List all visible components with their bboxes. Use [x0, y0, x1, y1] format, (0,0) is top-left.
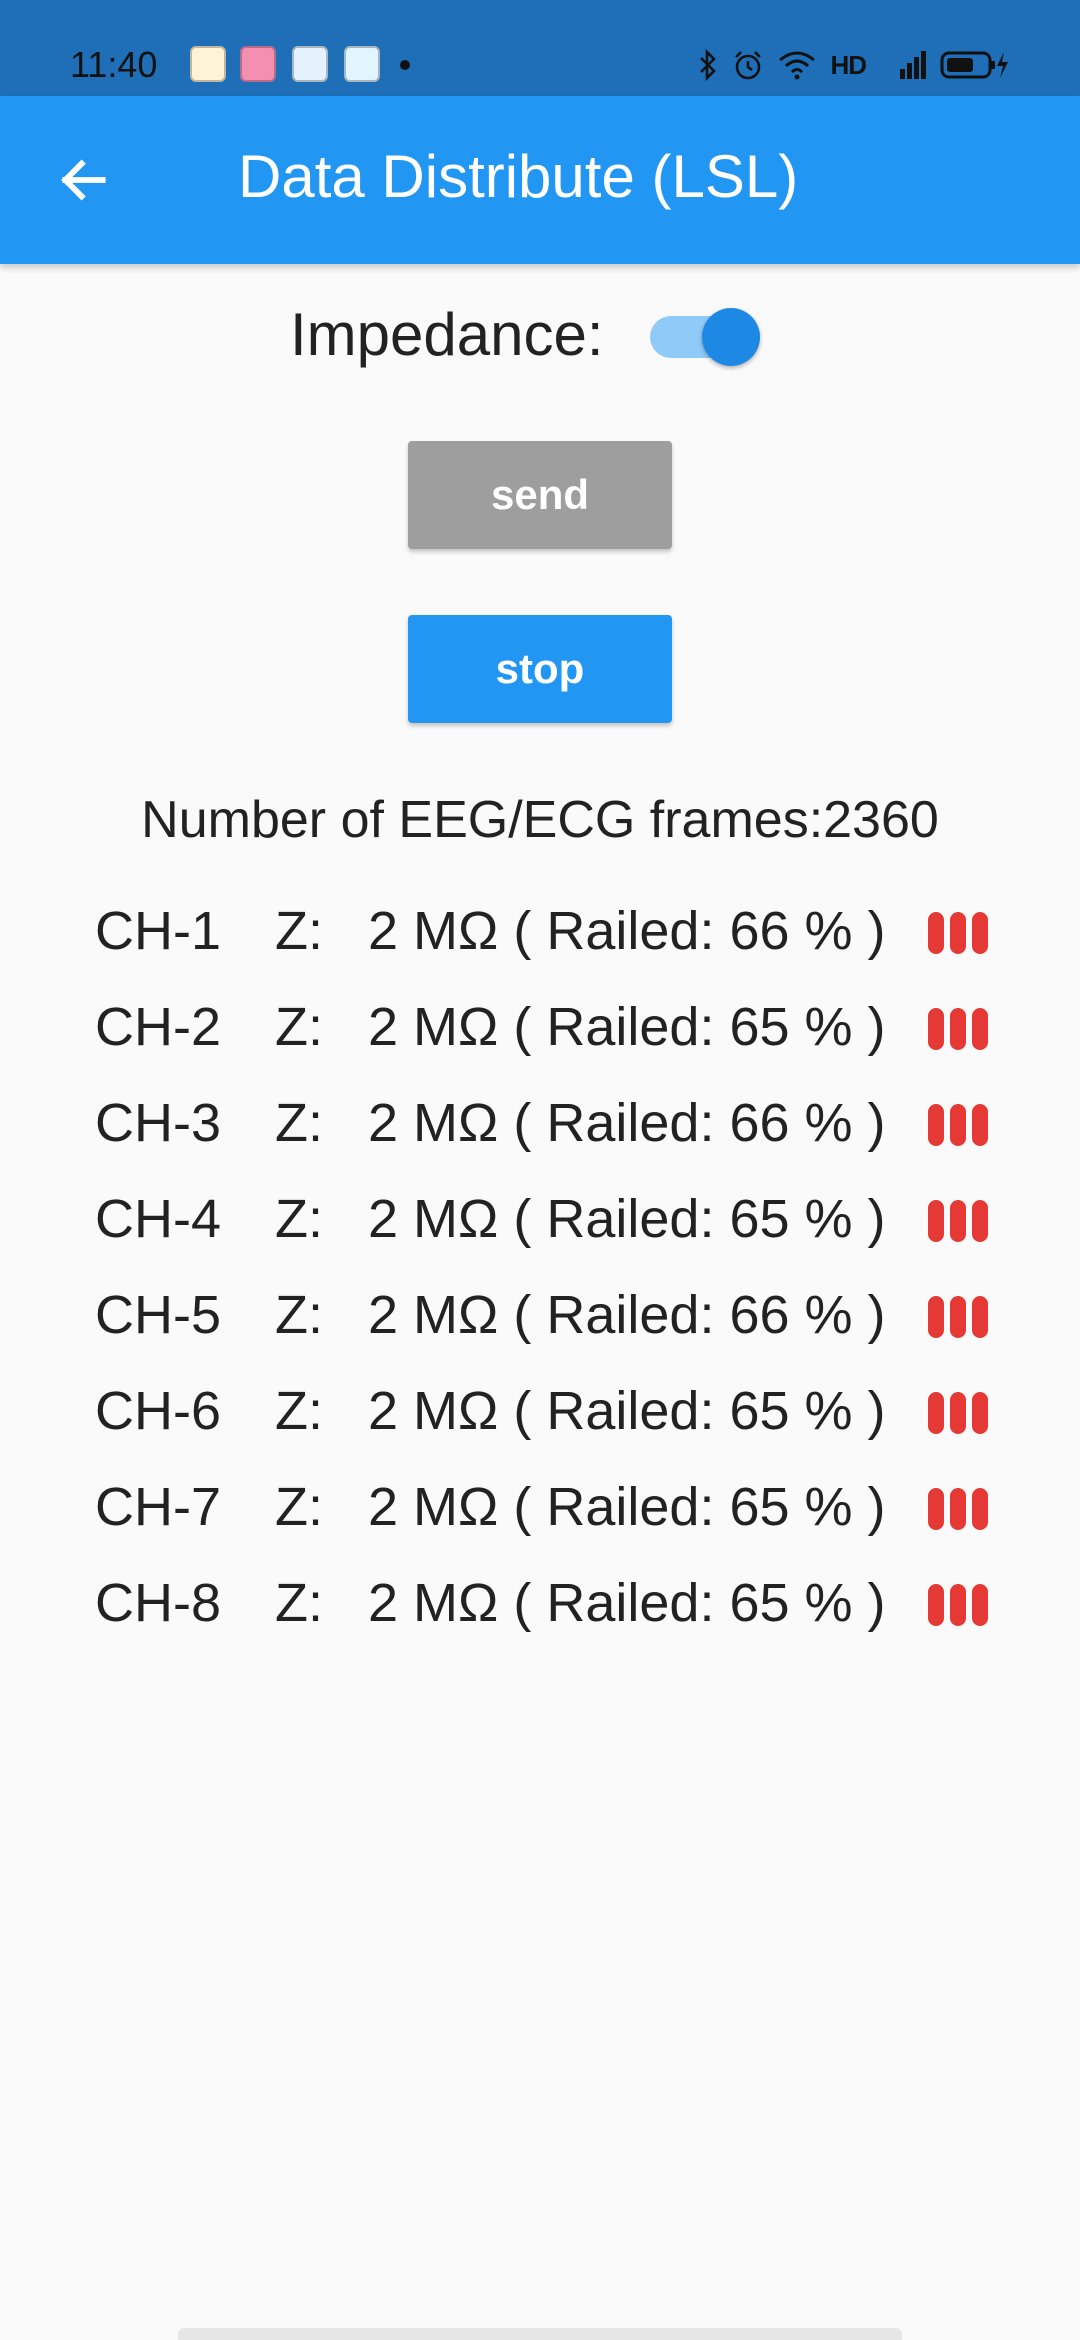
- signal-quality-icon: [928, 1296, 988, 1338]
- impedance-value: 2 MΩ ( Railed: 66 % ): [368, 1285, 886, 1345]
- status-bar: 11:40 HD: [0, 0, 1080, 96]
- channel-name: CH-4: [95, 1189, 222, 1249]
- channel-name: CH-1: [95, 901, 222, 961]
- stop-button[interactable]: stop: [408, 615, 672, 723]
- channel-row: CH-6 Z: 2 MΩ ( Railed: 65 % ): [0, 1360, 1080, 1456]
- page-title: Data Distribute (LSL): [238, 143, 799, 210]
- channel-row: CH-5 Z: 2 MΩ ( Railed: 66 % ): [0, 1264, 1080, 1360]
- frames-count: Number of EEG/ECG frames:2360: [141, 791, 939, 849]
- channel-row: CH-8 Z: 2 MΩ ( Railed: 65 % ): [0, 1552, 1080, 1648]
- cellular-signal-icon: [880, 48, 926, 82]
- alarm-icon: [732, 48, 764, 82]
- channel-row: CH-4 Z: 2 MΩ ( Railed: 65 % ): [0, 1168, 1080, 1264]
- send-button[interactable]: send: [408, 441, 672, 549]
- status-indicators: HD: [698, 48, 1010, 82]
- impedance-z-label: Z:: [275, 901, 323, 961]
- edge-browser-icon: [292, 46, 328, 82]
- impedance-z-label: Z:: [275, 1573, 323, 1633]
- impedance-z-label: Z:: [275, 1093, 323, 1153]
- channel-list: CH-1 Z: 2 MΩ ( Railed: 66 % ) CH-2 Z: 2 …: [0, 880, 1080, 1648]
- back-button[interactable]: [40, 136, 128, 224]
- signal-quality-icon: [928, 1584, 988, 1626]
- channel-name: CH-8: [95, 1573, 222, 1633]
- channel-row: CH-7 Z: 2 MΩ ( Railed: 65 % ): [0, 1456, 1080, 1552]
- switch-thumb: [702, 308, 760, 366]
- status-time: 11:40: [70, 44, 158, 85]
- gesture-handle: [178, 2328, 902, 2340]
- impedance-z-label: Z:: [275, 1285, 323, 1345]
- impedance-value: 2 MΩ ( Railed: 65 % ): [368, 1573, 886, 1633]
- channel-name: CH-5: [95, 1285, 222, 1345]
- arrow-left-icon: [61, 159, 106, 201]
- channel-row: CH-1 Z: 2 MΩ ( Railed: 66 % ): [0, 880, 1080, 976]
- impedance-value: 2 MΩ ( Railed: 66 % ): [368, 901, 886, 961]
- more-notifications-icon: [400, 60, 410, 70]
- signal-quality-icon: [928, 1008, 988, 1050]
- impedance-switch[interactable]: [650, 308, 762, 366]
- impedance-z-label: Z:: [275, 1381, 323, 1441]
- channel-row: CH-2 Z: 2 MΩ ( Railed: 65 % ): [0, 976, 1080, 1072]
- channel-name: CH-6: [95, 1381, 222, 1441]
- battery-charging-icon: [940, 48, 1010, 82]
- impedance-value: 2 MΩ ( Railed: 65 % ): [368, 1189, 886, 1249]
- signal-quality-icon: [928, 1200, 988, 1242]
- impedance-z-label: Z:: [275, 1189, 323, 1249]
- impedance-z-label: Z:: [275, 997, 323, 1057]
- channel-name: CH-3: [95, 1093, 222, 1153]
- impedance-value: 2 MΩ ( Railed: 65 % ): [368, 1381, 886, 1441]
- channel-row: CH-3 Z: 2 MΩ ( Railed: 66 % ): [0, 1072, 1080, 1168]
- impedance-label: Impedance:: [290, 301, 604, 368]
- channel-name: CH-7: [95, 1477, 222, 1537]
- network-hd-label: HD: [830, 49, 867, 80]
- bluetooth-icon: [698, 48, 718, 82]
- signal-quality-icon: [928, 1104, 988, 1146]
- app-bar: Data Distribute (LSL): [0, 96, 1080, 264]
- channel-name: CH-2: [95, 997, 222, 1057]
- chat-icon: [344, 46, 380, 82]
- signal-quality-icon: [928, 1392, 988, 1434]
- app-duck-icon: [190, 46, 226, 82]
- signal-quality-icon: [928, 912, 988, 954]
- impedance-value: 2 MΩ ( Railed: 66 % ): [368, 1093, 886, 1153]
- signal-quality-icon: [928, 1488, 988, 1530]
- impedance-z-label: Z:: [275, 1477, 323, 1537]
- bilibili-icon: [240, 46, 276, 82]
- impedance-value: 2 MΩ ( Railed: 65 % ): [368, 997, 886, 1057]
- wifi-icon: [778, 48, 816, 82]
- impedance-value: 2 MΩ ( Railed: 65 % ): [368, 1477, 886, 1537]
